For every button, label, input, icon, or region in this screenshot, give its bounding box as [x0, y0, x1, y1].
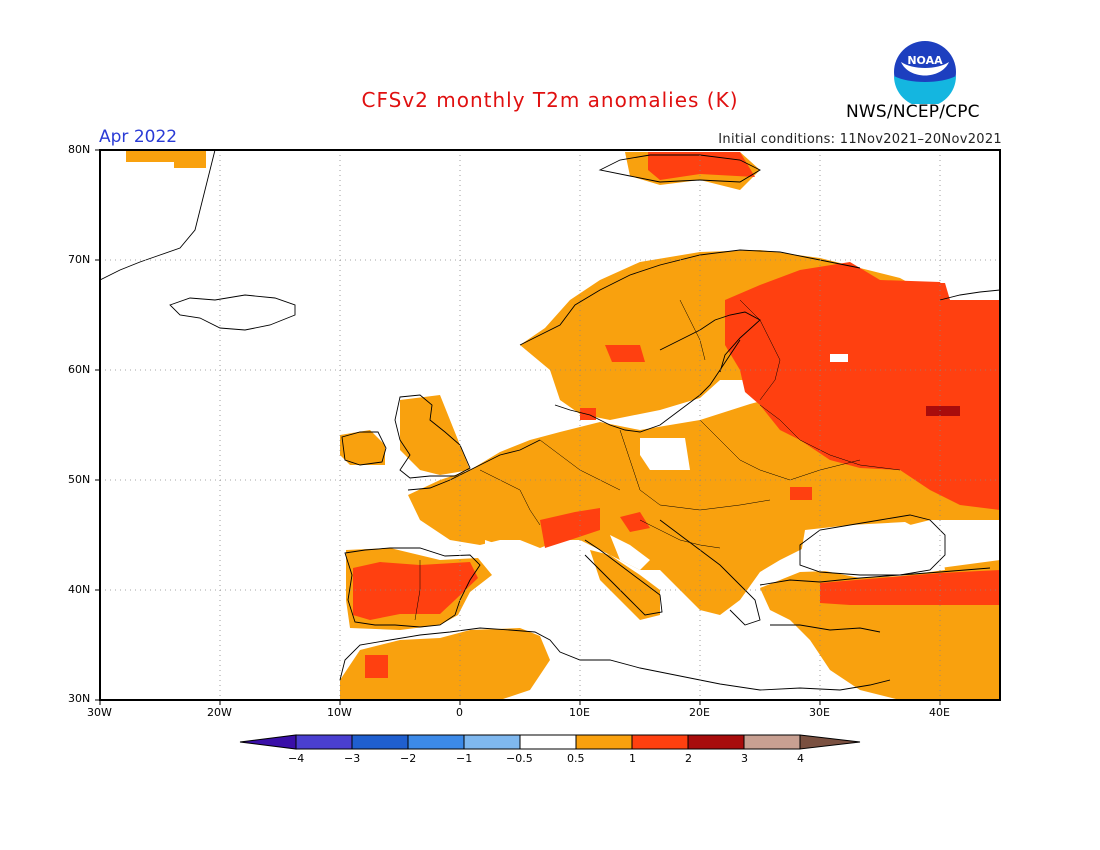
- colorbar-label: −0.5: [506, 752, 533, 765]
- anomaly-fill-darkred: [926, 406, 960, 416]
- colorbar-label: −2: [400, 752, 417, 765]
- colorbar: [239, 734, 861, 750]
- noaa-logo-text: NOAA: [907, 54, 943, 67]
- anomaly-fill-red: [353, 152, 1000, 678]
- near-normal-areas: [485, 354, 945, 578]
- colorbar-label: −4: [288, 752, 305, 765]
- lat-label: 70N: [68, 253, 91, 266]
- colorbar-label: 3: [741, 752, 748, 765]
- lon-label: 0: [456, 706, 463, 719]
- colorbar-label: 2: [685, 752, 692, 765]
- lat-label: 30N: [68, 692, 91, 705]
- colorbar-label: −1: [456, 752, 473, 765]
- colorbar-label: −3: [344, 752, 361, 765]
- forecast-period: Apr 2022: [99, 127, 178, 147]
- lon-label: 20W: [207, 706, 232, 719]
- lon-label: 10W: [327, 706, 352, 719]
- lat-label: 40N: [68, 583, 91, 596]
- colorbar-label: 4: [797, 752, 804, 765]
- colorbar-label: 0.5: [567, 752, 585, 765]
- graticule: [100, 150, 1000, 700]
- colorbar-arrow-low: [239, 734, 297, 750]
- initial-conditions: Initial conditions: 11Nov2021–20Nov2021: [718, 132, 1002, 147]
- colorbar-arrow-high: [799, 734, 861, 750]
- map-title: CFSv2 monthly T2m anomalies (K): [361, 88, 739, 112]
- lat-label: 60N: [68, 363, 91, 376]
- noaa-logo: NOAA: [894, 41, 956, 104]
- organization-label: NWS/NCEP/CPC: [846, 102, 980, 122]
- map-frame: [99, 149, 1001, 701]
- colorbar-label: 1: [629, 752, 636, 765]
- lon-label: 20E: [689, 706, 710, 719]
- lon-label: 40E: [929, 706, 950, 719]
- lon-label: 30E: [809, 706, 830, 719]
- lon-label: 30W: [87, 706, 112, 719]
- lon-label: 10E: [569, 706, 590, 719]
- lat-label: 80N: [68, 143, 91, 156]
- lat-label: 50N: [68, 473, 91, 486]
- coastlines: [100, 150, 1000, 691]
